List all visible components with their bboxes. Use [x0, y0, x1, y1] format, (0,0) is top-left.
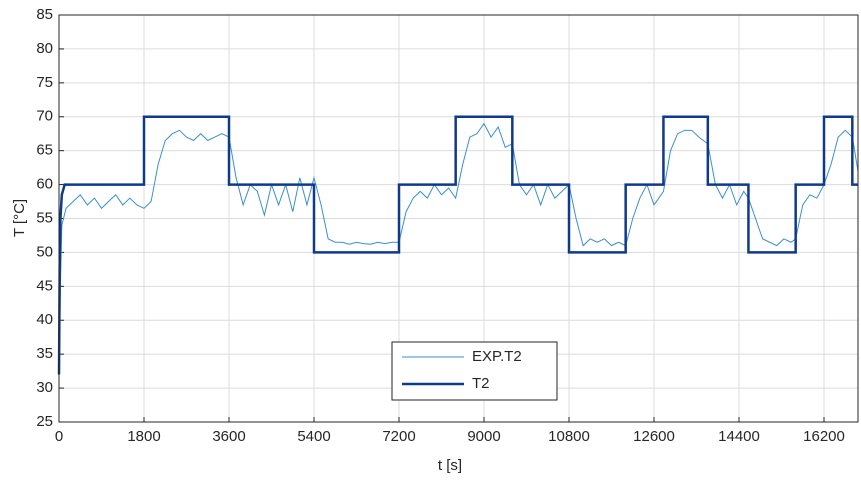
x-axis-label: t [s] [438, 457, 462, 474]
x-tick-label: 10800 [548, 428, 590, 445]
plot-frame [58, 14, 859, 423]
x-tick-label: 0 [55, 428, 63, 445]
y-tick-label: 35 [36, 345, 53, 362]
y-tick-label: 50 [36, 243, 53, 260]
x-tick-label: 1800 [127, 428, 160, 445]
x-tick-label: 9000 [467, 428, 500, 445]
y-axis-label: T [°C] [11, 199, 28, 237]
y-tick-label: 60 [36, 176, 53, 193]
x-tick-label: 12600 [633, 428, 675, 445]
y-tick-label: 75 [36, 74, 53, 91]
x-tick-label: 5400 [297, 428, 330, 445]
legend-box [391, 341, 558, 401]
x-tick-label: 7200 [382, 428, 415, 445]
y-tick-label: 30 [36, 379, 53, 396]
y-tick-label: 65 [36, 142, 53, 159]
y-tick-label: 85 [36, 6, 53, 23]
series-line [58, 122, 859, 375]
x-tick-label: 14400 [718, 428, 760, 445]
legend-label: T2 [472, 375, 490, 392]
y-tick-label: 70 [36, 108, 53, 125]
x-tick-label: 3600 [212, 428, 245, 445]
y-tick-label: 45 [36, 277, 53, 294]
y-tick-label: 40 [36, 311, 53, 328]
y-tick-label: 80 [36, 40, 53, 57]
legend-label: EXP.T2 [472, 348, 522, 365]
y-tick-label: 55 [36, 209, 53, 226]
y-tick-label: 25 [36, 413, 53, 430]
x-tick-label: 16200 [803, 428, 845, 445]
series-line [57, 115, 858, 375]
